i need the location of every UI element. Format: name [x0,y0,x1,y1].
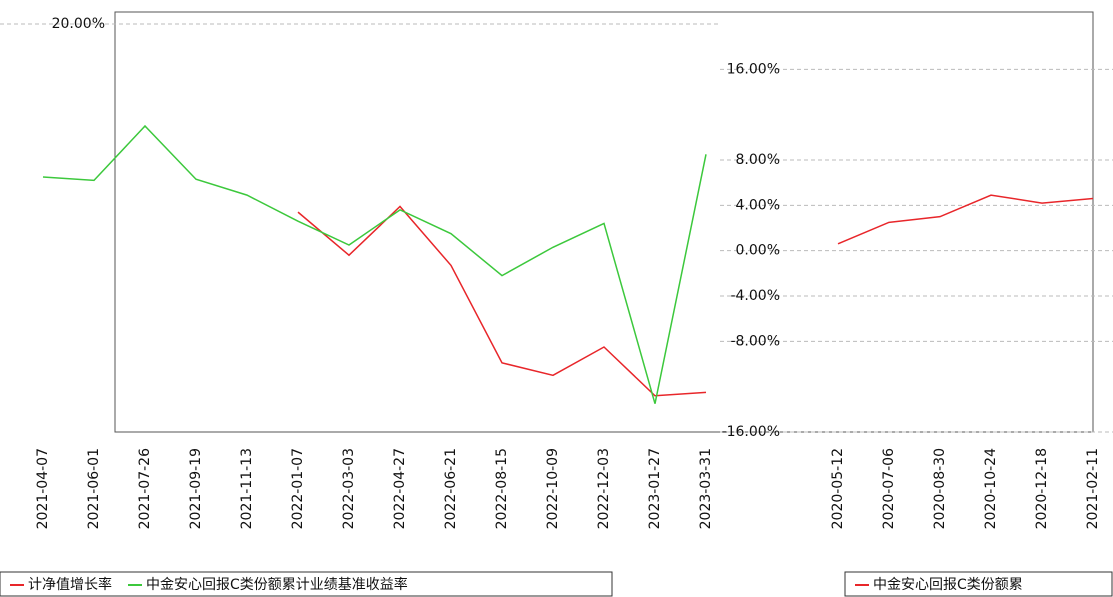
chart: 20.00% 2021-04-07 2021-06-01 2021-07-26 2021… [0,0,1113,597]
x-tick-label: 2021-02-11 [1085,448,1101,529]
x-tick-label: 2022-12-03 [596,448,612,529]
x-tick-label: 2022-06-21 [443,448,459,529]
x-tick-label: 2022-01-07 [290,448,306,529]
x-tick-label: 2020-07-06 [881,448,897,529]
x-tick-label: 2022-03-03 [341,448,357,529]
y-tick-label: 4.00% [736,197,780,213]
x-tick-label: 2020-12-18 [1034,448,1050,529]
y-tick-label: 16.00% [727,61,780,77]
y-tick-label: -8.00% [730,333,780,349]
series-line [43,126,706,404]
legend-label: 计净值增长率 [28,576,112,593]
x-tick-label: 2023-01-27 [647,448,663,529]
series-line [838,195,1093,244]
x-tick-label: 2023-03-31 [698,448,714,529]
legend-label: 中金安心回报C类份额累 [873,577,1023,593]
x-tick-label: 2022-10-09 [545,448,561,529]
y-tick-label: 20.00% [52,16,105,32]
plot-frame [115,12,1093,432]
x-tick-label: 2021-04-07 [35,448,51,529]
x-tick-label: 2021-06-01 [86,448,102,529]
y-tick-label: -16.00% [722,424,780,440]
y-tick-label: -4.00% [730,288,780,304]
x-tick-label: 2020-05-12 [830,448,846,529]
x-tick-label: 2022-08-15 [494,448,510,529]
y-tick-label: 8.00% [736,152,780,168]
x-tick-label: 2022-04-27 [392,448,408,529]
x-tick-label: 2020-10-24 [983,448,999,529]
x-tick-label: 2021-07-26 [137,448,153,529]
x-tick-label: 2020-08-30 [932,448,948,529]
legend-label: 中金安心回报C类份额累计业绩基准收益率 [146,576,408,593]
x-tick-label: 2021-11-13 [239,448,255,529]
x-tick-label: 2021-09-19 [188,448,204,529]
y-tick-label: 0.00% [736,243,780,259]
